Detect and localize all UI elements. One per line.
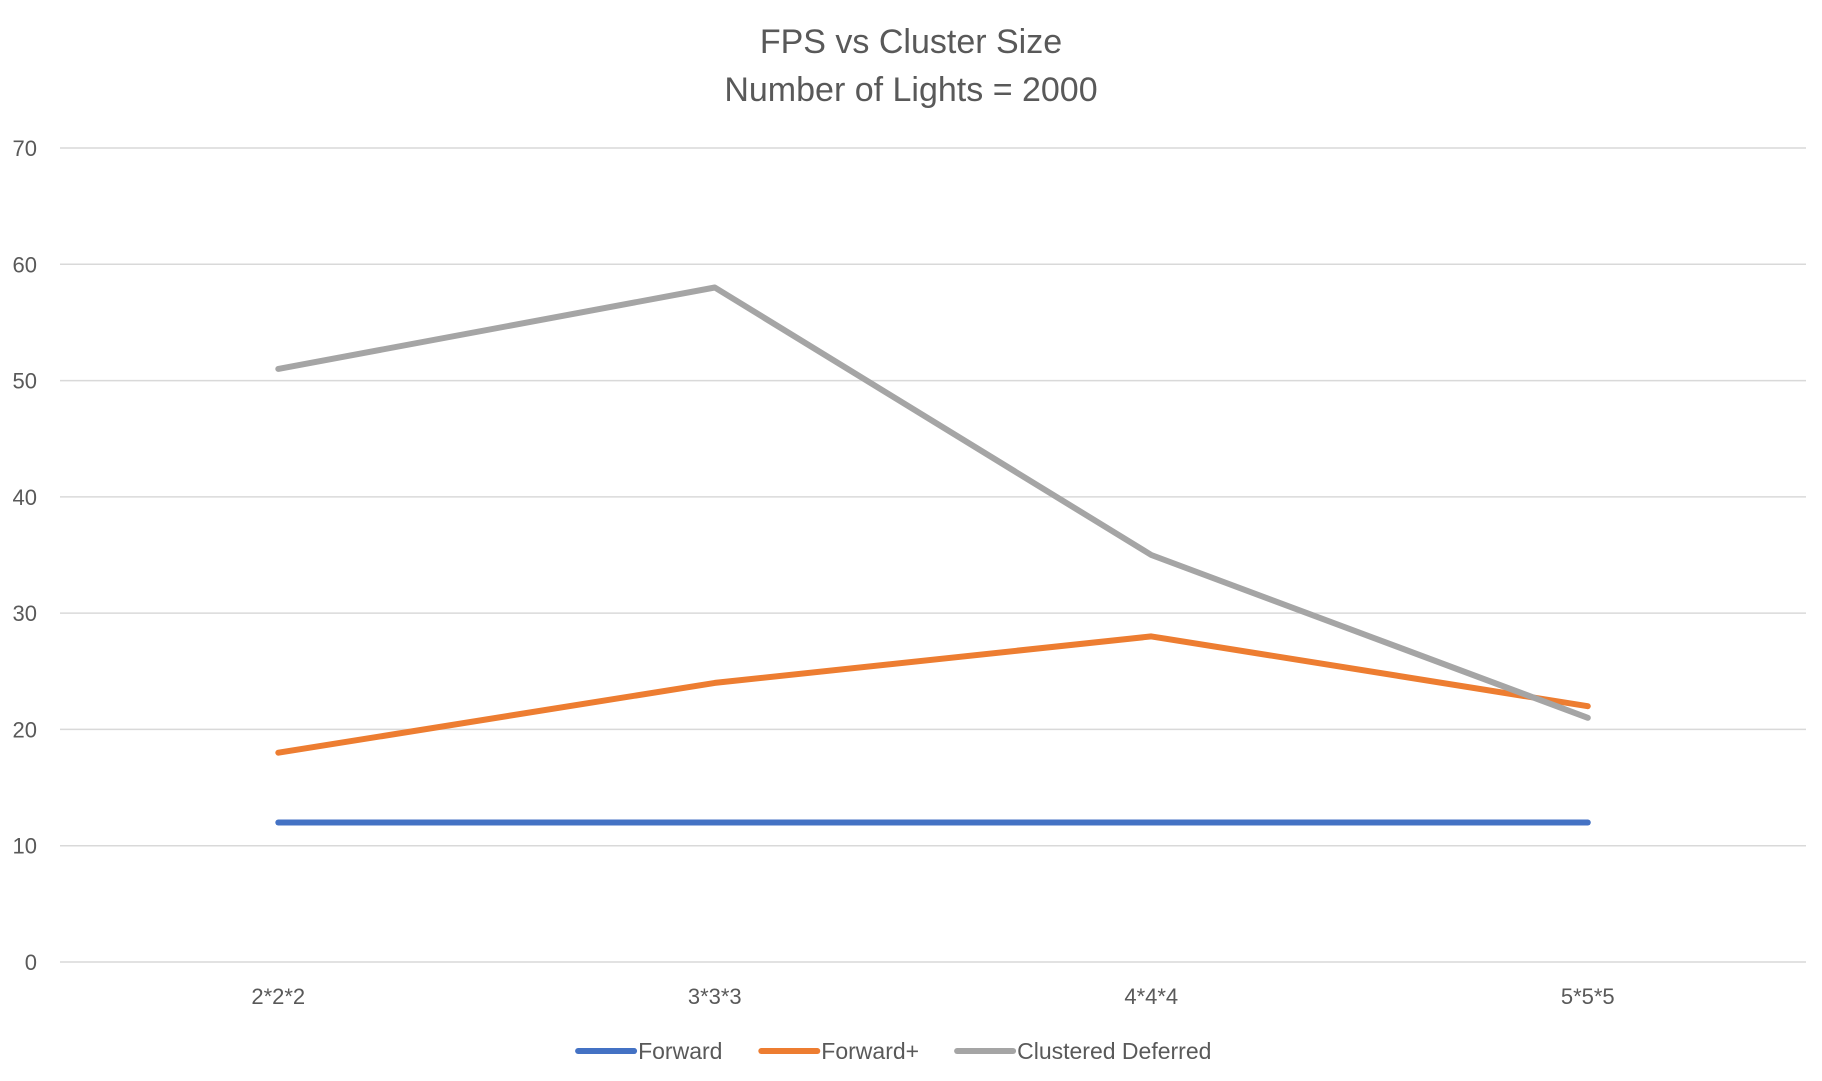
y-tick-label: 70 bbox=[13, 136, 37, 161]
y-tick-label: 0 bbox=[25, 950, 37, 975]
x-tick-label: 2*2*2 bbox=[251, 984, 305, 1009]
y-tick-label: 10 bbox=[13, 834, 37, 859]
series-line bbox=[275, 633, 1591, 756]
x-tick-label: 4*4*4 bbox=[1124, 984, 1178, 1009]
legend-label: Forward bbox=[638, 1038, 722, 1064]
y-tick-label: 40 bbox=[13, 485, 37, 510]
y-tick-label: 30 bbox=[13, 601, 37, 626]
x-axis-ticks: 2*2*2 3*3*3 4*4*4 5*5*5 bbox=[251, 984, 1614, 1009]
y-tick-label: 20 bbox=[13, 717, 37, 742]
gridlines bbox=[60, 147, 1806, 963]
y-tick-label: 60 bbox=[13, 252, 37, 277]
y-axis-ticks: 0 10 20 30 40 50 60 70 bbox=[13, 136, 37, 975]
legend-label: Clustered Deferred bbox=[1017, 1038, 1211, 1064]
chart-title: FPS vs Cluster Size bbox=[760, 23, 1062, 61]
series-line bbox=[275, 284, 1591, 721]
x-tick-label: 3*3*3 bbox=[688, 984, 742, 1009]
legend-label: Forward+ bbox=[821, 1038, 919, 1064]
x-tick-label: 5*5*5 bbox=[1561, 984, 1615, 1009]
legend: Forward Forward+ Clustered Deferred bbox=[575, 1038, 1211, 1064]
series-lines bbox=[275, 284, 1591, 826]
chart-subtitle: Number of Lights = 2000 bbox=[724, 71, 1097, 109]
y-tick-label: 50 bbox=[13, 369, 37, 394]
